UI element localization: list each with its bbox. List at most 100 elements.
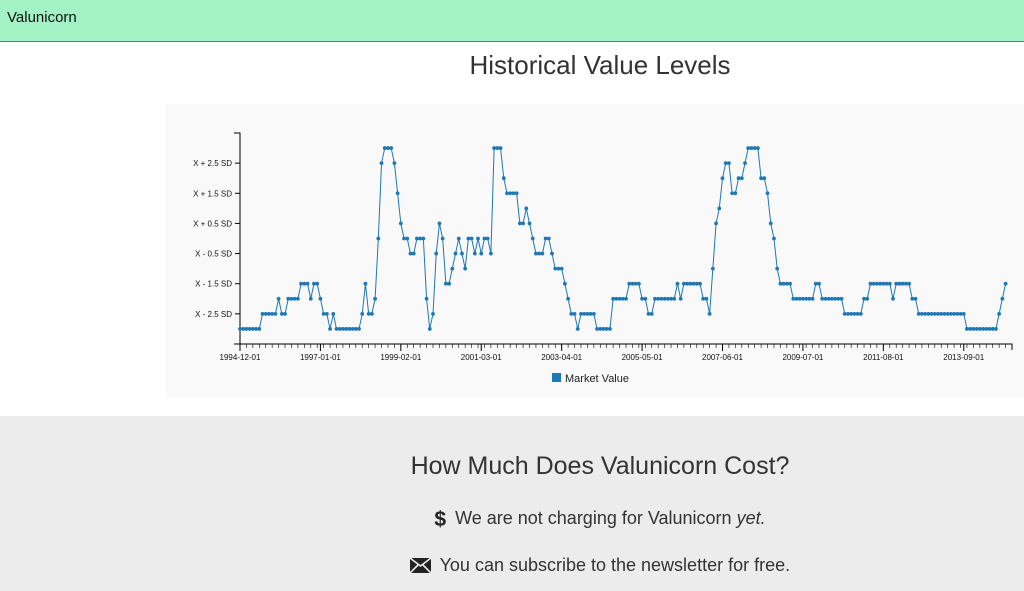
price-text: We are not charging for Valunicorn xyxy=(455,508,732,528)
data-point xyxy=(418,236,423,241)
data-point xyxy=(804,296,809,301)
data-point xyxy=(720,176,725,181)
data-point xyxy=(550,251,554,256)
data-point xyxy=(826,296,831,301)
data-point xyxy=(427,327,432,331)
data-point xyxy=(257,327,262,331)
data-point xyxy=(337,327,342,331)
data-point xyxy=(398,221,403,226)
data-point xyxy=(405,236,410,241)
x-tick-label: 2007-06-01 xyxy=(702,353,743,362)
y-tick-label: X + 1.5 SD xyxy=(193,189,232,198)
data-point xyxy=(521,221,525,226)
data-point xyxy=(363,281,368,286)
data-point xyxy=(746,146,751,150)
data-point xyxy=(920,311,924,316)
data-point xyxy=(714,221,718,226)
x-tick-label: 2013-09-01 xyxy=(943,353,984,362)
brand-link[interactable]: Valunicorn xyxy=(7,9,77,26)
x-tick-label: 2001-03-01 xyxy=(461,353,502,362)
data-point xyxy=(347,327,352,331)
data-point xyxy=(591,311,596,316)
data-point xyxy=(643,296,648,301)
data-point xyxy=(402,236,406,241)
data-point xyxy=(331,311,336,316)
data-point xyxy=(768,221,773,226)
data-point xyxy=(955,311,960,316)
data-point xyxy=(752,146,757,150)
data-point xyxy=(476,236,480,241)
data-point xyxy=(884,281,889,286)
data-point xyxy=(308,296,313,301)
data-point xyxy=(569,311,574,316)
pricing-section: How Much Does Valunicorn Cost? $ We are … xyxy=(0,416,1024,591)
data-point xyxy=(553,266,558,271)
data-point xyxy=(585,311,590,316)
y-tick-label: X + 0.5 SD xyxy=(193,219,232,228)
data-point xyxy=(968,327,973,331)
data-point xyxy=(907,281,911,286)
data-point xyxy=(286,296,291,301)
data-point xyxy=(495,146,500,150)
data-point xyxy=(939,311,944,316)
data-point xyxy=(386,146,390,150)
data-point xyxy=(852,311,857,316)
data-point xyxy=(755,146,760,150)
data-point xyxy=(437,221,442,226)
data-point xyxy=(498,146,503,150)
data-point xyxy=(903,281,908,286)
data-point xyxy=(701,296,706,301)
data-point xyxy=(926,311,931,316)
envelope-icon xyxy=(409,557,432,578)
y-tick-label: X + 2.5 SD xyxy=(193,159,232,168)
data-point xyxy=(810,296,815,301)
data-point xyxy=(537,251,542,256)
data-point xyxy=(273,311,278,316)
data-point xyxy=(833,296,837,301)
x-tick-label: 2005-05-01 xyxy=(622,353,663,362)
data-point xyxy=(566,296,570,301)
data-point xyxy=(981,327,985,331)
data-point xyxy=(350,327,355,331)
data-point xyxy=(395,191,400,196)
data-point xyxy=(1003,281,1008,286)
data-point xyxy=(736,176,741,181)
data-point xyxy=(543,236,548,241)
data-point xyxy=(598,327,603,331)
data-point xyxy=(749,146,754,150)
data-point xyxy=(511,191,516,196)
data-point xyxy=(659,296,664,301)
data-point xyxy=(514,191,519,196)
data-point xyxy=(421,236,426,241)
data-point xyxy=(665,296,670,301)
data-point xyxy=(900,281,905,286)
x-axis: 1994-12-01 1997-01-01 1999-02-01 2001-03-01… xyxy=(220,343,1013,362)
chart-title: Historical Value Levels xyxy=(469,50,731,80)
data-point xyxy=(739,176,744,181)
data-point xyxy=(424,296,429,301)
data-point xyxy=(344,327,349,331)
data-point xyxy=(862,296,866,301)
data-point xyxy=(791,296,796,301)
data-point xyxy=(875,281,879,286)
data-point xyxy=(263,311,268,316)
data-point xyxy=(411,251,416,256)
data-point xyxy=(965,327,969,331)
data-point xyxy=(891,296,895,301)
data-point xyxy=(788,281,792,286)
data-point xyxy=(279,311,284,316)
newsletter-line: You can subscribe to the newsletter for … xyxy=(0,555,1024,578)
data-point xyxy=(517,221,522,226)
data-point xyxy=(582,311,587,316)
data-point xyxy=(460,251,464,256)
data-point xyxy=(617,296,622,301)
data-point xyxy=(611,296,616,301)
data-point xyxy=(472,251,477,256)
data-point xyxy=(373,296,377,301)
data-point xyxy=(942,311,947,316)
data-point xyxy=(688,281,693,286)
data-point xyxy=(897,281,902,286)
data-point xyxy=(463,266,468,271)
data-point xyxy=(334,327,339,331)
dollar-icon: $ xyxy=(434,508,447,531)
